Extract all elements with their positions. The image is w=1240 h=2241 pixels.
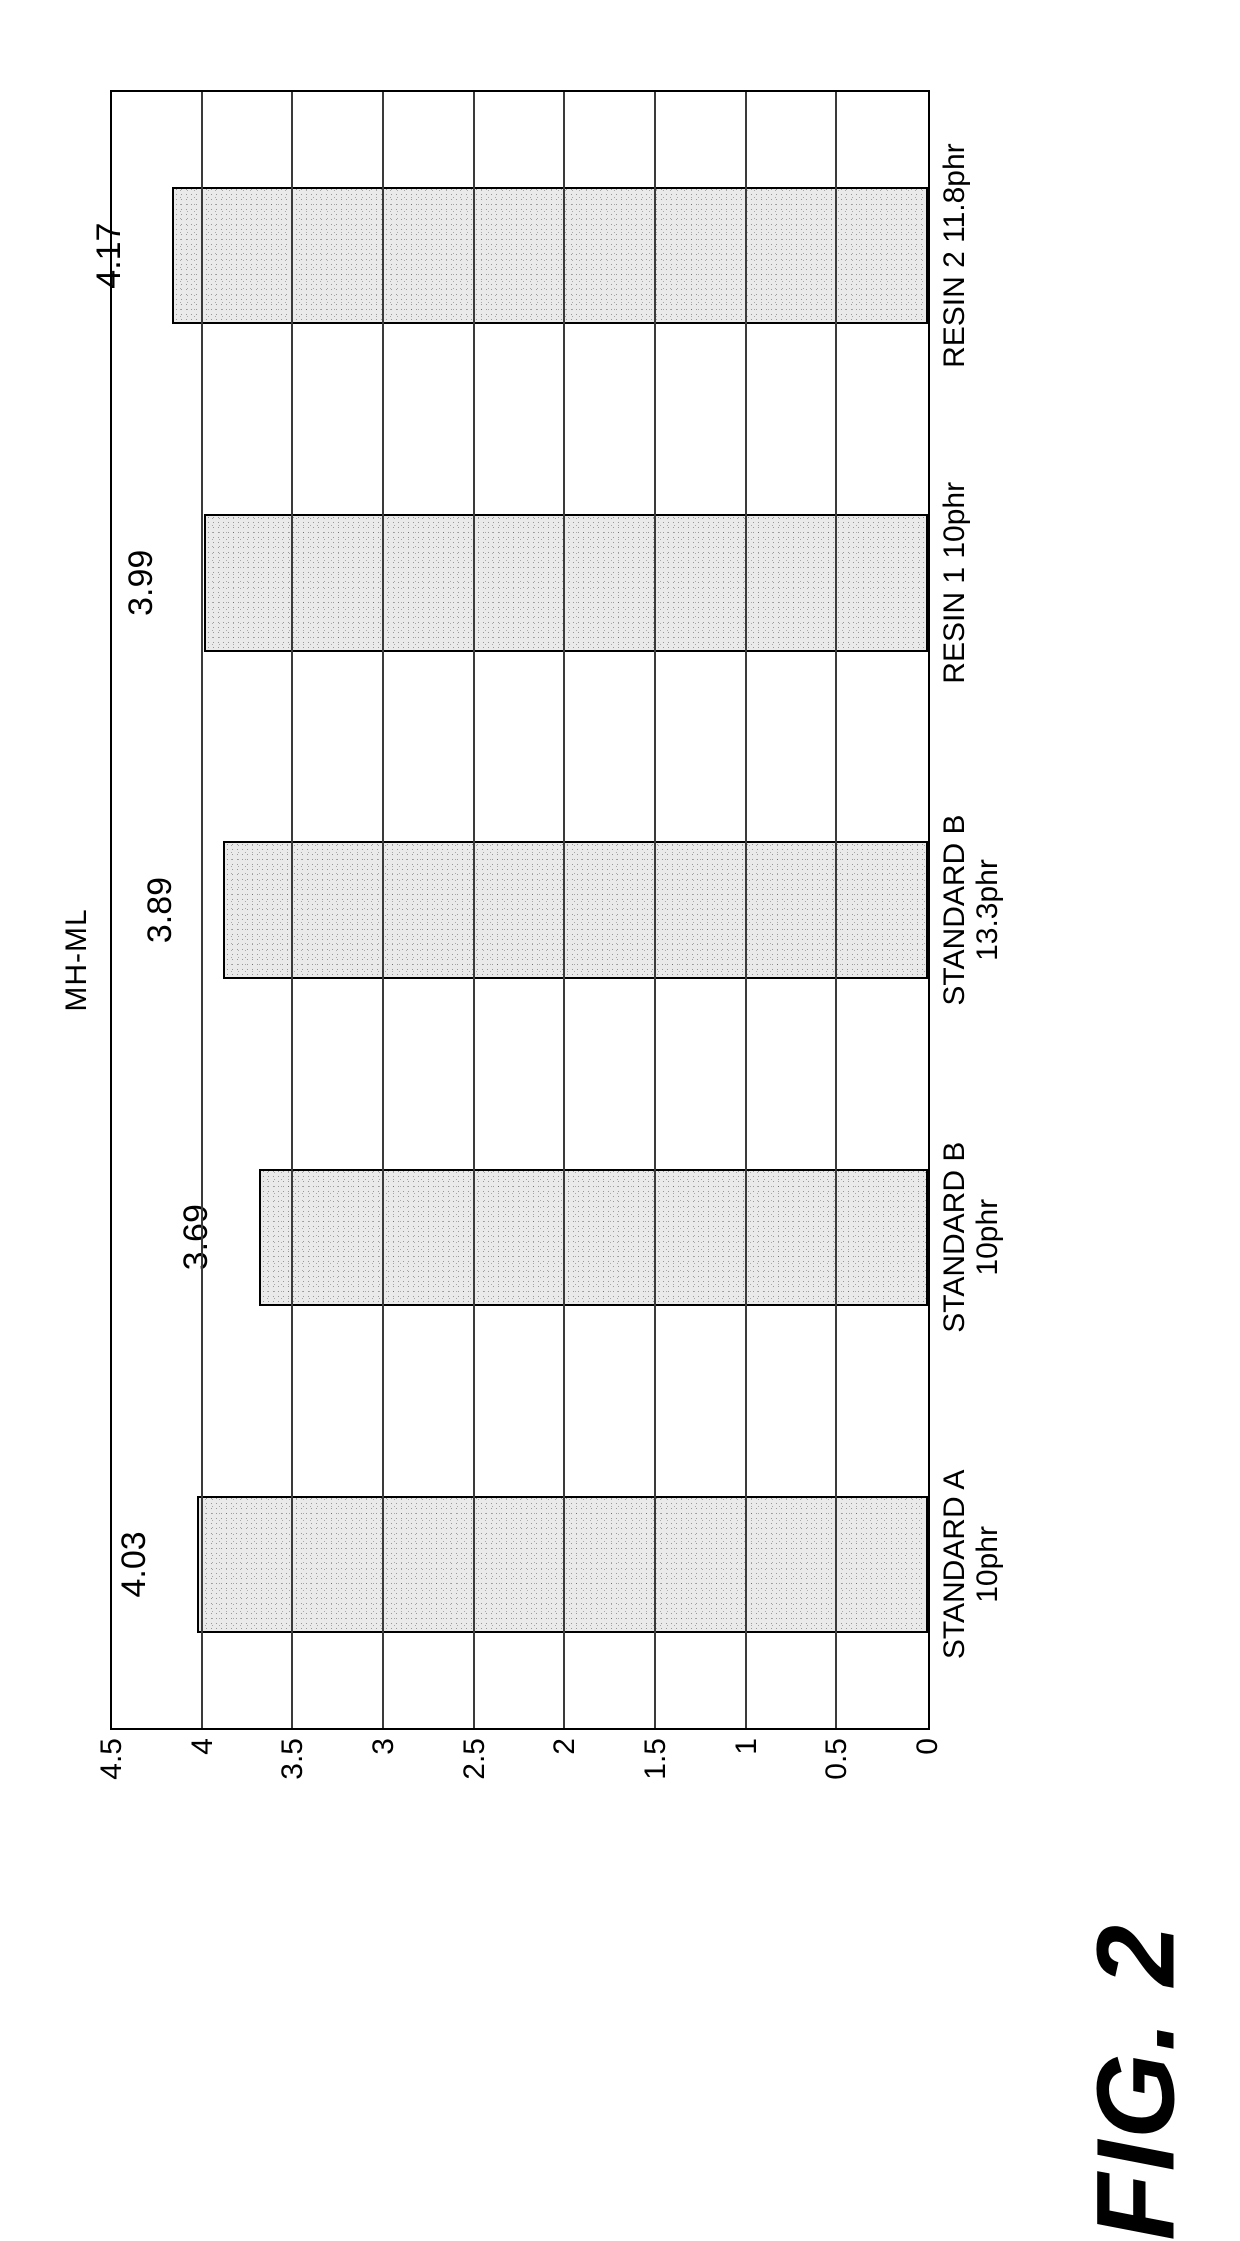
bar-slot: 3.99RESIN 1 10phr bbox=[112, 419, 928, 746]
chart-title: MH-ML bbox=[60, 60, 94, 1860]
ytick-label: 2.5 bbox=[458, 1738, 492, 1780]
ytick-label: 4 bbox=[186, 1738, 220, 1755]
bar-slot: 3.69STANDARD B 10phr bbox=[112, 1074, 928, 1401]
ytick-label: 4.5 bbox=[95, 1738, 129, 1780]
xtick-label: RESIN 1 10phr bbox=[938, 482, 971, 684]
bar-value-label: 3.69 bbox=[177, 1204, 216, 1270]
bar-slot: 4.17RESIN 2 11.8phr bbox=[112, 92, 928, 419]
plot-area: 4.03STANDARD A 10phr3.69STANDARD B 10phr… bbox=[110, 90, 930, 1730]
gridline bbox=[382, 92, 384, 1728]
page: MH-ML ΔTORQUE, ΔS' (dNm) 4.03STANDARD A … bbox=[0, 0, 1240, 1943]
xtick-label: STANDARD B 13.3phr bbox=[938, 814, 1004, 1005]
ytick-label: 3 bbox=[367, 1738, 401, 1755]
ytick-label: 1 bbox=[730, 1738, 764, 1755]
ytick-label: 3.5 bbox=[276, 1738, 310, 1780]
bar-slot: 3.89STANDARD B 13.3phr bbox=[112, 746, 928, 1073]
bar-value-label: 3.89 bbox=[141, 877, 180, 943]
xtick-label: STANDARD A 10phr bbox=[938, 1470, 1004, 1659]
bar-value-label: 4.17 bbox=[90, 223, 129, 289]
bar-chart: MH-ML ΔTORQUE, ΔS' (dNm) 4.03STANDARD A … bbox=[60, 60, 1080, 1860]
figure-label: FIG. 2 bbox=[1073, 1923, 1200, 2241]
ytick-label: 0.5 bbox=[820, 1738, 854, 1780]
xtick-label: STANDARD B 10phr bbox=[938, 1142, 1004, 1333]
ytick-label: 0 bbox=[911, 1738, 945, 1755]
gridline bbox=[201, 92, 203, 1728]
bar-value-label: 3.99 bbox=[123, 550, 162, 616]
bar bbox=[204, 514, 928, 651]
bars-layer: 4.03STANDARD A 10phr3.69STANDARD B 10phr… bbox=[112, 92, 928, 1728]
bar-slot: 4.03STANDARD A 10phr bbox=[112, 1401, 928, 1728]
xtick-label: RESIN 2 11.8phr bbox=[938, 143, 971, 368]
gridline bbox=[563, 92, 565, 1728]
gridline bbox=[473, 92, 475, 1728]
gridline bbox=[291, 92, 293, 1728]
ytick-label: 1.5 bbox=[639, 1738, 673, 1780]
chart-rotated-container: MH-ML ΔTORQUE, ΔS' (dNm) 4.03STANDARD A … bbox=[60, 60, 1080, 1860]
gridline bbox=[835, 92, 837, 1728]
bar-value-label: 4.03 bbox=[115, 1531, 154, 1597]
gridline bbox=[745, 92, 747, 1728]
ytick-label: 2 bbox=[548, 1738, 582, 1755]
bar bbox=[172, 187, 928, 324]
gridline bbox=[654, 92, 656, 1728]
bar bbox=[223, 841, 928, 978]
bar bbox=[259, 1169, 928, 1306]
